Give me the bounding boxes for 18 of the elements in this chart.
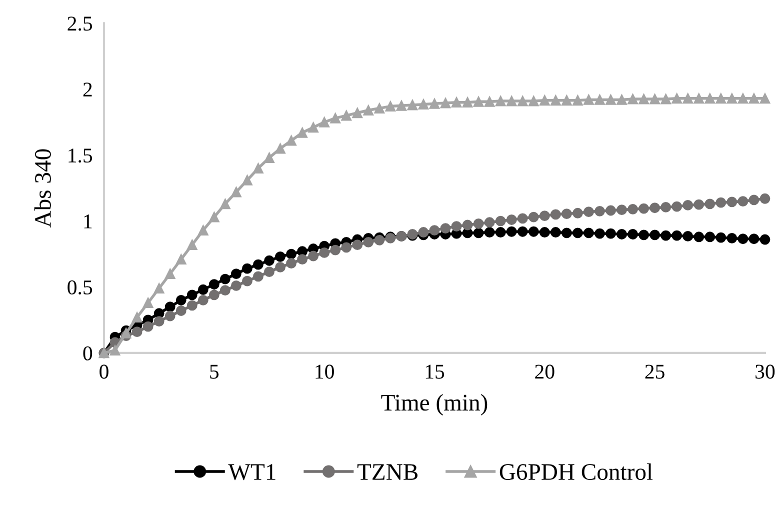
x-tick-label: 5 xyxy=(210,364,219,379)
x-tick-label: 25 xyxy=(645,364,664,379)
x-tick-label: 20 xyxy=(535,364,554,379)
y-tick-label: 1.5 xyxy=(68,148,92,163)
x-tick-label: 30 xyxy=(756,364,775,379)
x-tick-label: 0 xyxy=(100,364,108,379)
legend-label: TZNB xyxy=(357,464,418,480)
y-axis-title: Abs 340 xyxy=(34,149,51,228)
x-tick-label: 15 xyxy=(426,364,444,379)
y-tick-label: 1 xyxy=(84,214,92,228)
y-tick-label: 0 xyxy=(83,346,92,360)
y-tick-label: 2.5 xyxy=(68,16,92,31)
y-tick-label: 0.5 xyxy=(68,280,92,295)
y-tick-label: 2 xyxy=(83,82,92,96)
legend-label: WT1 xyxy=(228,464,276,480)
x-tick-label: 10 xyxy=(316,364,334,379)
legend-label: G6PDH Control xyxy=(500,463,653,480)
x-axis-title: Time (min) xyxy=(381,394,488,416)
